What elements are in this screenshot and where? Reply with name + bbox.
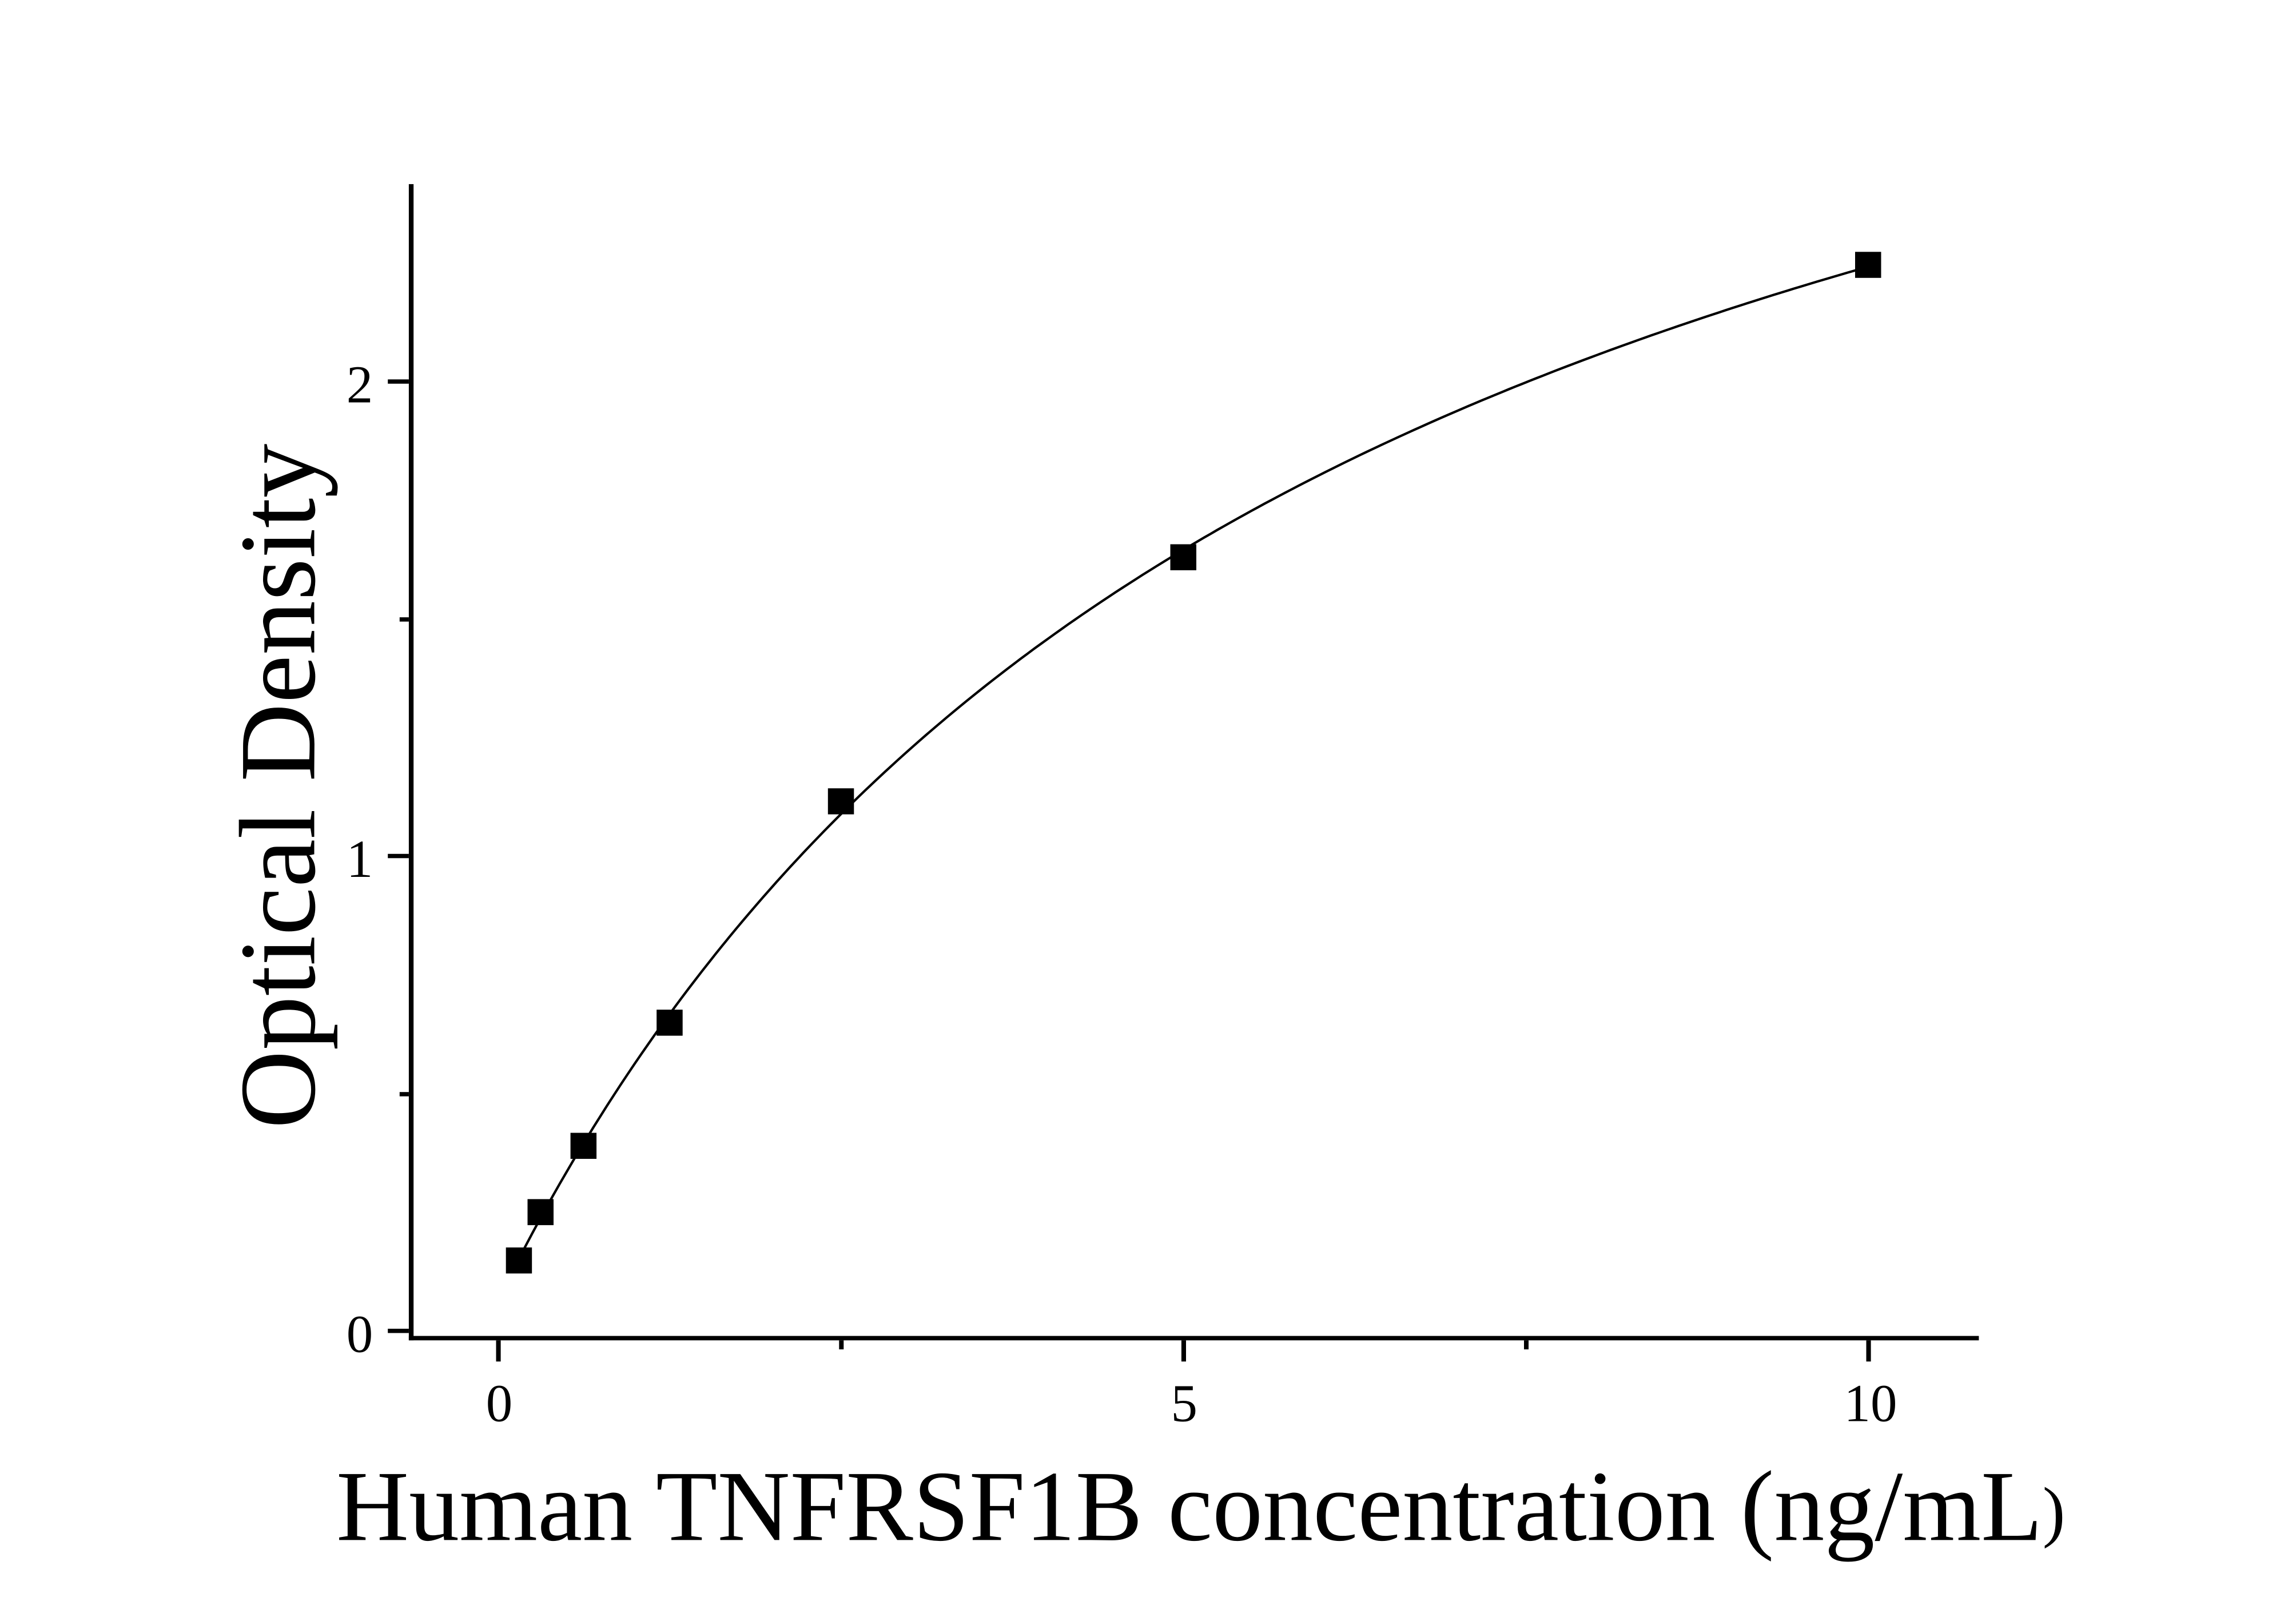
svg-text:0: 0	[347, 1305, 373, 1364]
svg-text:5: 5	[1171, 1374, 1197, 1433]
svg-text:Optical Density: Optical Density	[218, 444, 339, 1129]
svg-text:0: 0	[486, 1374, 513, 1433]
svg-text:Human TNFRSF1B concentration (: Human TNFRSF1B concentration (ng/mL)	[336, 1451, 2065, 1562]
svg-text:10: 10	[1844, 1374, 1897, 1433]
svg-text:1: 1	[347, 830, 373, 889]
svg-text:2: 2	[347, 356, 373, 415]
